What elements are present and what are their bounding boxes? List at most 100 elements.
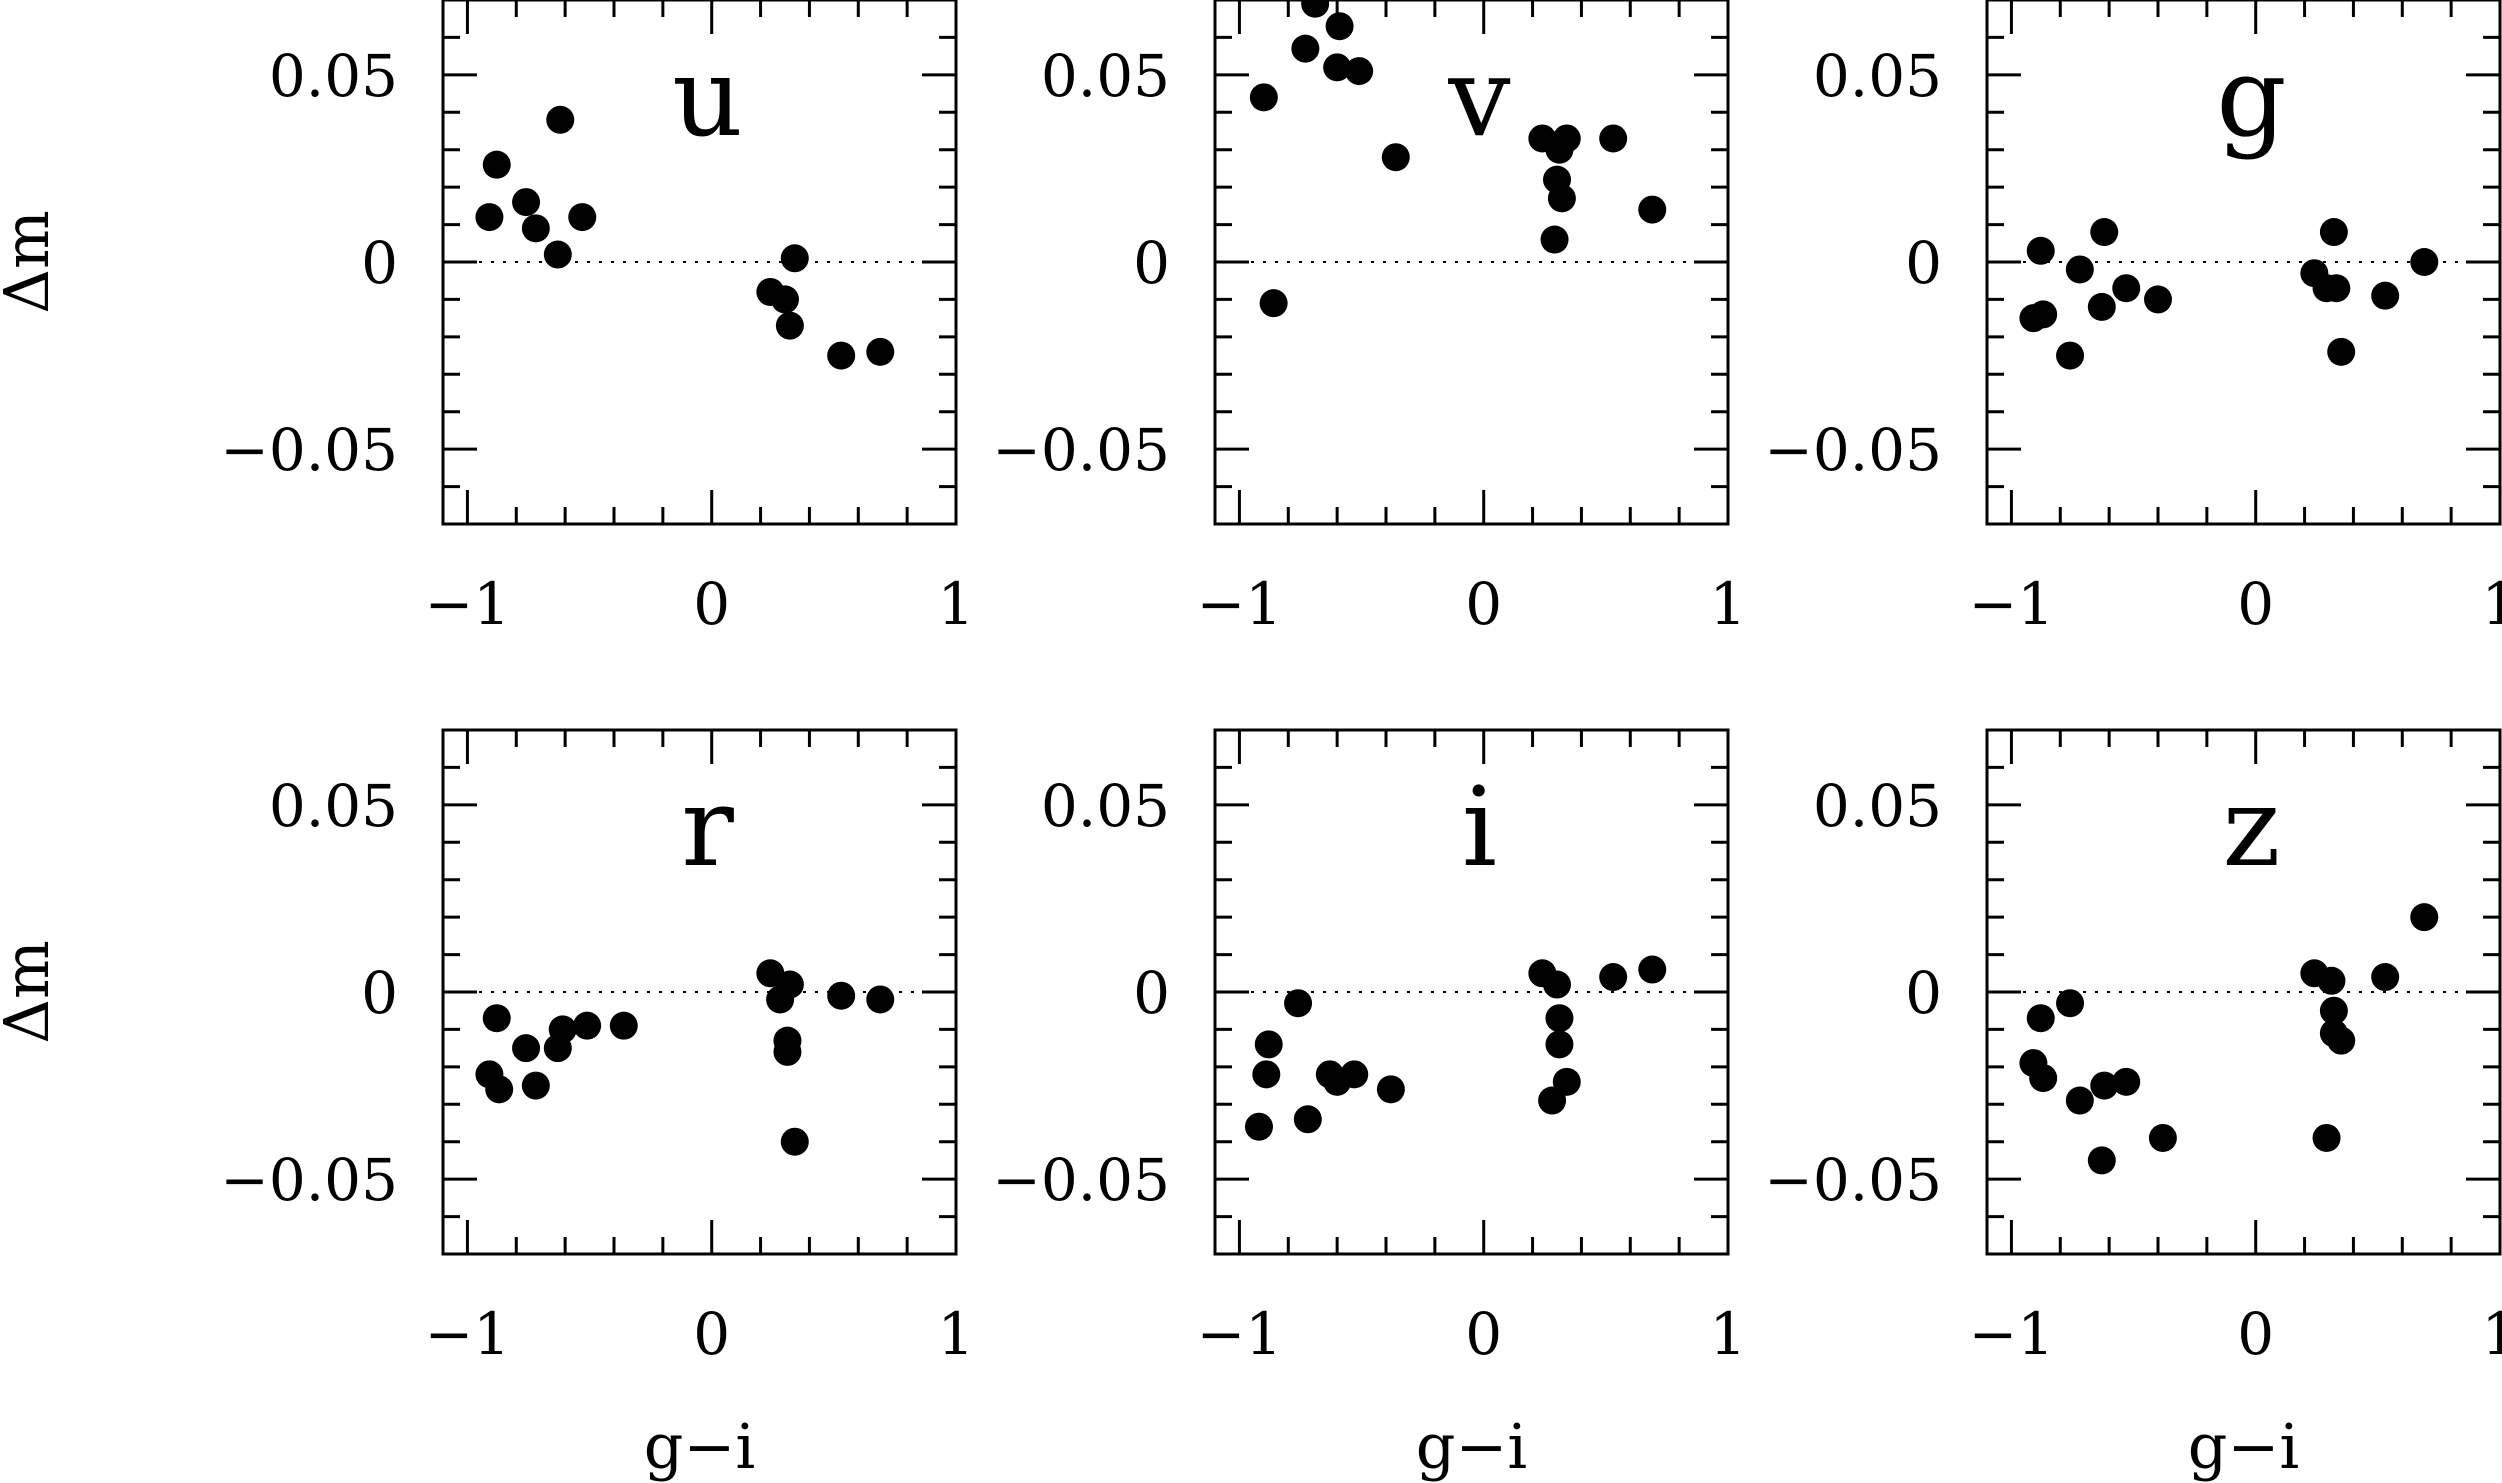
data-point xyxy=(771,285,799,314)
data-point xyxy=(1540,225,1569,254)
data-point xyxy=(546,105,575,134)
data-point xyxy=(2029,300,2058,329)
x-axis-label: g−i xyxy=(1416,1410,1527,1483)
data-point xyxy=(2112,274,2141,303)
data-point xyxy=(2090,1071,2119,1100)
data-point xyxy=(1599,124,1628,153)
y-axis-label: Δm xyxy=(0,940,63,1044)
data-point xyxy=(2144,285,2172,314)
data-point xyxy=(1547,184,1576,213)
data-point xyxy=(609,1011,638,1040)
data-point xyxy=(1376,1075,1405,1104)
y-tick-label: −0.05 xyxy=(1764,1146,1942,1214)
data-point xyxy=(2327,337,2356,366)
x-tick-label: 1 xyxy=(1710,1300,1747,1368)
x-tick-label: 1 xyxy=(938,1300,975,1368)
x-tick-label: −1 xyxy=(1197,570,1283,638)
panel-r: −1 0 1 0.05 0 −0.05 r Δm g−i xyxy=(0,728,975,1483)
data-point xyxy=(1259,289,1288,318)
x-tick-label: −1 xyxy=(1969,570,2055,638)
x-tick-label: −1 xyxy=(1197,1300,1283,1368)
data-point xyxy=(521,214,550,243)
data-point xyxy=(2026,236,2055,265)
data-point xyxy=(521,1071,550,1100)
panel-label: r xyxy=(681,763,734,891)
data-point xyxy=(2148,1123,2177,1152)
x-tick-label: −1 xyxy=(425,1300,511,1368)
y-tick-label: −0.05 xyxy=(220,416,398,484)
data-point xyxy=(1291,34,1320,63)
data-point xyxy=(485,1075,514,1104)
x-tick-label: 1 xyxy=(1710,570,1747,638)
data-point xyxy=(2322,274,2351,303)
panel-label: g xyxy=(2216,33,2286,161)
data-point xyxy=(2056,989,2085,1018)
x-tick-label: 0 xyxy=(2237,1300,2274,1368)
y-tick-label: 0 xyxy=(1133,229,1170,297)
data-point xyxy=(827,341,856,370)
data-point xyxy=(1545,1030,1574,1059)
data-point xyxy=(1599,963,1628,992)
data-point xyxy=(773,1037,802,1066)
y-tick-label: 0 xyxy=(361,959,398,1027)
y-tick-label: 0 xyxy=(1133,959,1170,1027)
data-point xyxy=(2317,966,2346,995)
data-point xyxy=(475,203,504,232)
x-tick-label: 1 xyxy=(2482,1300,2502,1368)
data-point xyxy=(512,188,541,217)
x-axis-label: g−i xyxy=(2188,1410,2299,1483)
data-point xyxy=(482,1004,511,1033)
x-tick-label: 0 xyxy=(2237,570,2274,638)
data-point xyxy=(2029,1064,2058,1093)
data-point xyxy=(2319,996,2348,1025)
data-point xyxy=(1323,53,1352,82)
data-point xyxy=(2087,1146,2116,1175)
y-tick-label: 0.05 xyxy=(1813,42,1942,110)
data-point xyxy=(2410,248,2439,276)
x-tick-label: 0 xyxy=(1465,1300,1502,1368)
data-point xyxy=(2087,292,2116,321)
data-point xyxy=(1252,1060,1281,1089)
panel-label: v xyxy=(1447,33,1510,161)
data-point xyxy=(1381,143,1410,172)
y-tick-label: 0 xyxy=(1905,229,1942,297)
y-tick-label: 0.05 xyxy=(1813,772,1942,840)
y-tick-label: 0.05 xyxy=(1041,772,1170,840)
x-tick-label: 1 xyxy=(2482,570,2502,638)
data-point xyxy=(2065,255,2094,284)
data-point xyxy=(1545,1004,1574,1033)
data-point xyxy=(1552,124,1581,153)
data-point xyxy=(2112,1067,2141,1096)
data-point xyxy=(775,311,804,340)
data-point xyxy=(1638,955,1667,984)
x-tick-label: 1 xyxy=(938,570,975,638)
data-point xyxy=(1543,970,1571,999)
panel-label: i xyxy=(1462,763,1497,891)
panel-i: −1 0 1 0.05 0 −0.05 i g−i xyxy=(992,728,1747,1483)
data-point xyxy=(780,1127,809,1156)
data-point xyxy=(2065,1086,2094,1115)
data-point xyxy=(1301,0,1330,18)
data-point xyxy=(827,981,856,1010)
data-point xyxy=(2371,963,2400,992)
data-point xyxy=(482,150,511,179)
x-axis-label: g−i xyxy=(644,1410,755,1483)
x-tick-label: 0 xyxy=(1465,570,1502,638)
y-axis-label: Δm xyxy=(0,210,63,314)
x-tick-label: 0 xyxy=(693,1300,730,1368)
data-point xyxy=(775,970,804,999)
x-tick-label: −1 xyxy=(1969,1300,2055,1368)
data-point xyxy=(2319,218,2348,247)
y-tick-label: −0.05 xyxy=(992,416,1170,484)
data-point xyxy=(2090,218,2119,247)
y-tick-label: 0 xyxy=(1905,959,1942,1027)
data-point xyxy=(1244,1112,1273,1141)
data-point xyxy=(2327,1026,2356,1055)
data-point xyxy=(780,244,809,273)
data-point xyxy=(1638,195,1667,224)
y-tick-label: −0.05 xyxy=(1764,416,1942,484)
panel-v: −1 0 1 0.05 0 −0.05 v xyxy=(992,0,1746,638)
data-point xyxy=(1254,1030,1283,1059)
panel-z: −1 0 1 0.05 0 −0.05 z g−i xyxy=(1764,728,2502,1483)
